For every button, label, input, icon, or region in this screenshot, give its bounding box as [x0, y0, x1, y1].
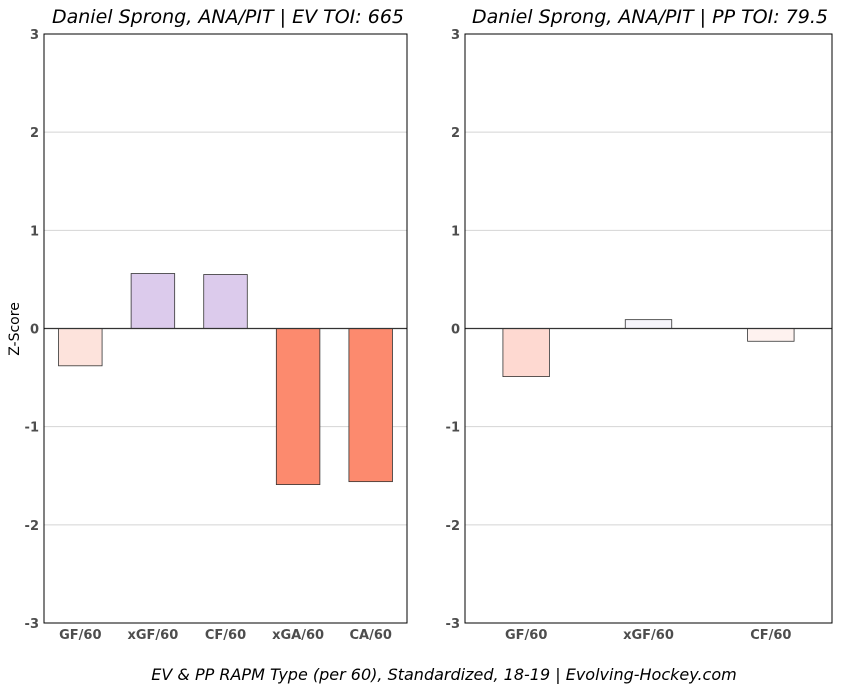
plot-frame — [43, 33, 408, 624]
y-tick-label: 0 — [451, 323, 460, 338]
x-tick-label: xGF/60 — [128, 628, 179, 643]
bar-cf-per-60 — [747, 328, 795, 342]
chart-title: Daniel Sprong, ANA/PIT | EV TOI: 665 — [52, 6, 404, 28]
y-axis-label: Z-Score — [7, 302, 23, 356]
bar-gf-per-60 — [58, 328, 103, 367]
y-tick-label: -2 — [446, 519, 460, 534]
y-tick-label: 2 — [30, 126, 39, 141]
y-tick-label: -1 — [25, 421, 39, 436]
bar-ca-per-60 — [348, 328, 393, 483]
bar-xga-per-60 — [275, 328, 321, 485]
y-tick-label: -1 — [446, 421, 460, 436]
bar-xgf-per-60 — [130, 273, 176, 329]
bar-cf-per-60 — [203, 274, 248, 329]
pp-chart-panel: 3 2 1 0 -1 -2 -3 GF/60 xGF/60 CF/60 Daniel Sprong,… — [446, 6, 833, 643]
x-tick-label: GF/60 — [505, 628, 547, 643]
chart-title: Daniel Sprong, ANA/PIT | PP TOI: 79.5 — [472, 6, 828, 28]
y-tick-label: 0 — [30, 323, 39, 338]
x-tick-label: CA/60 — [349, 628, 391, 643]
x-tick-label: GF/60 — [59, 628, 101, 643]
ev-chart-panel: 3 2 1 0 -1 -2 -3 GF/60 xGF/60 CF/60 xGA/60 CA/60 Dan… — [7, 6, 408, 643]
bar-xgf-per-60 — [624, 319, 673, 329]
x-tick-label: xGA/60 — [272, 628, 324, 643]
y-tick-label: 3 — [451, 28, 460, 43]
plot-frame — [464, 33, 833, 624]
y-tick-label: -3 — [446, 617, 460, 632]
chart-caption: EV & PP RAPM Type (per 60), Standardized… — [151, 665, 736, 684]
y-tick-label: -3 — [25, 617, 39, 632]
y-tick-label: 1 — [30, 224, 39, 239]
x-tick-label: xGF/60 — [623, 628, 674, 643]
y-tick-label: -2 — [25, 519, 39, 534]
x-tick-label: CF/60 — [205, 628, 246, 643]
y-tick-label: 2 — [451, 126, 460, 141]
y-tick-label: 3 — [30, 28, 39, 43]
bar-gf-per-60 — [502, 328, 550, 378]
x-tick-label: CF/60 — [750, 628, 791, 643]
y-tick-label: 1 — [451, 224, 460, 239]
